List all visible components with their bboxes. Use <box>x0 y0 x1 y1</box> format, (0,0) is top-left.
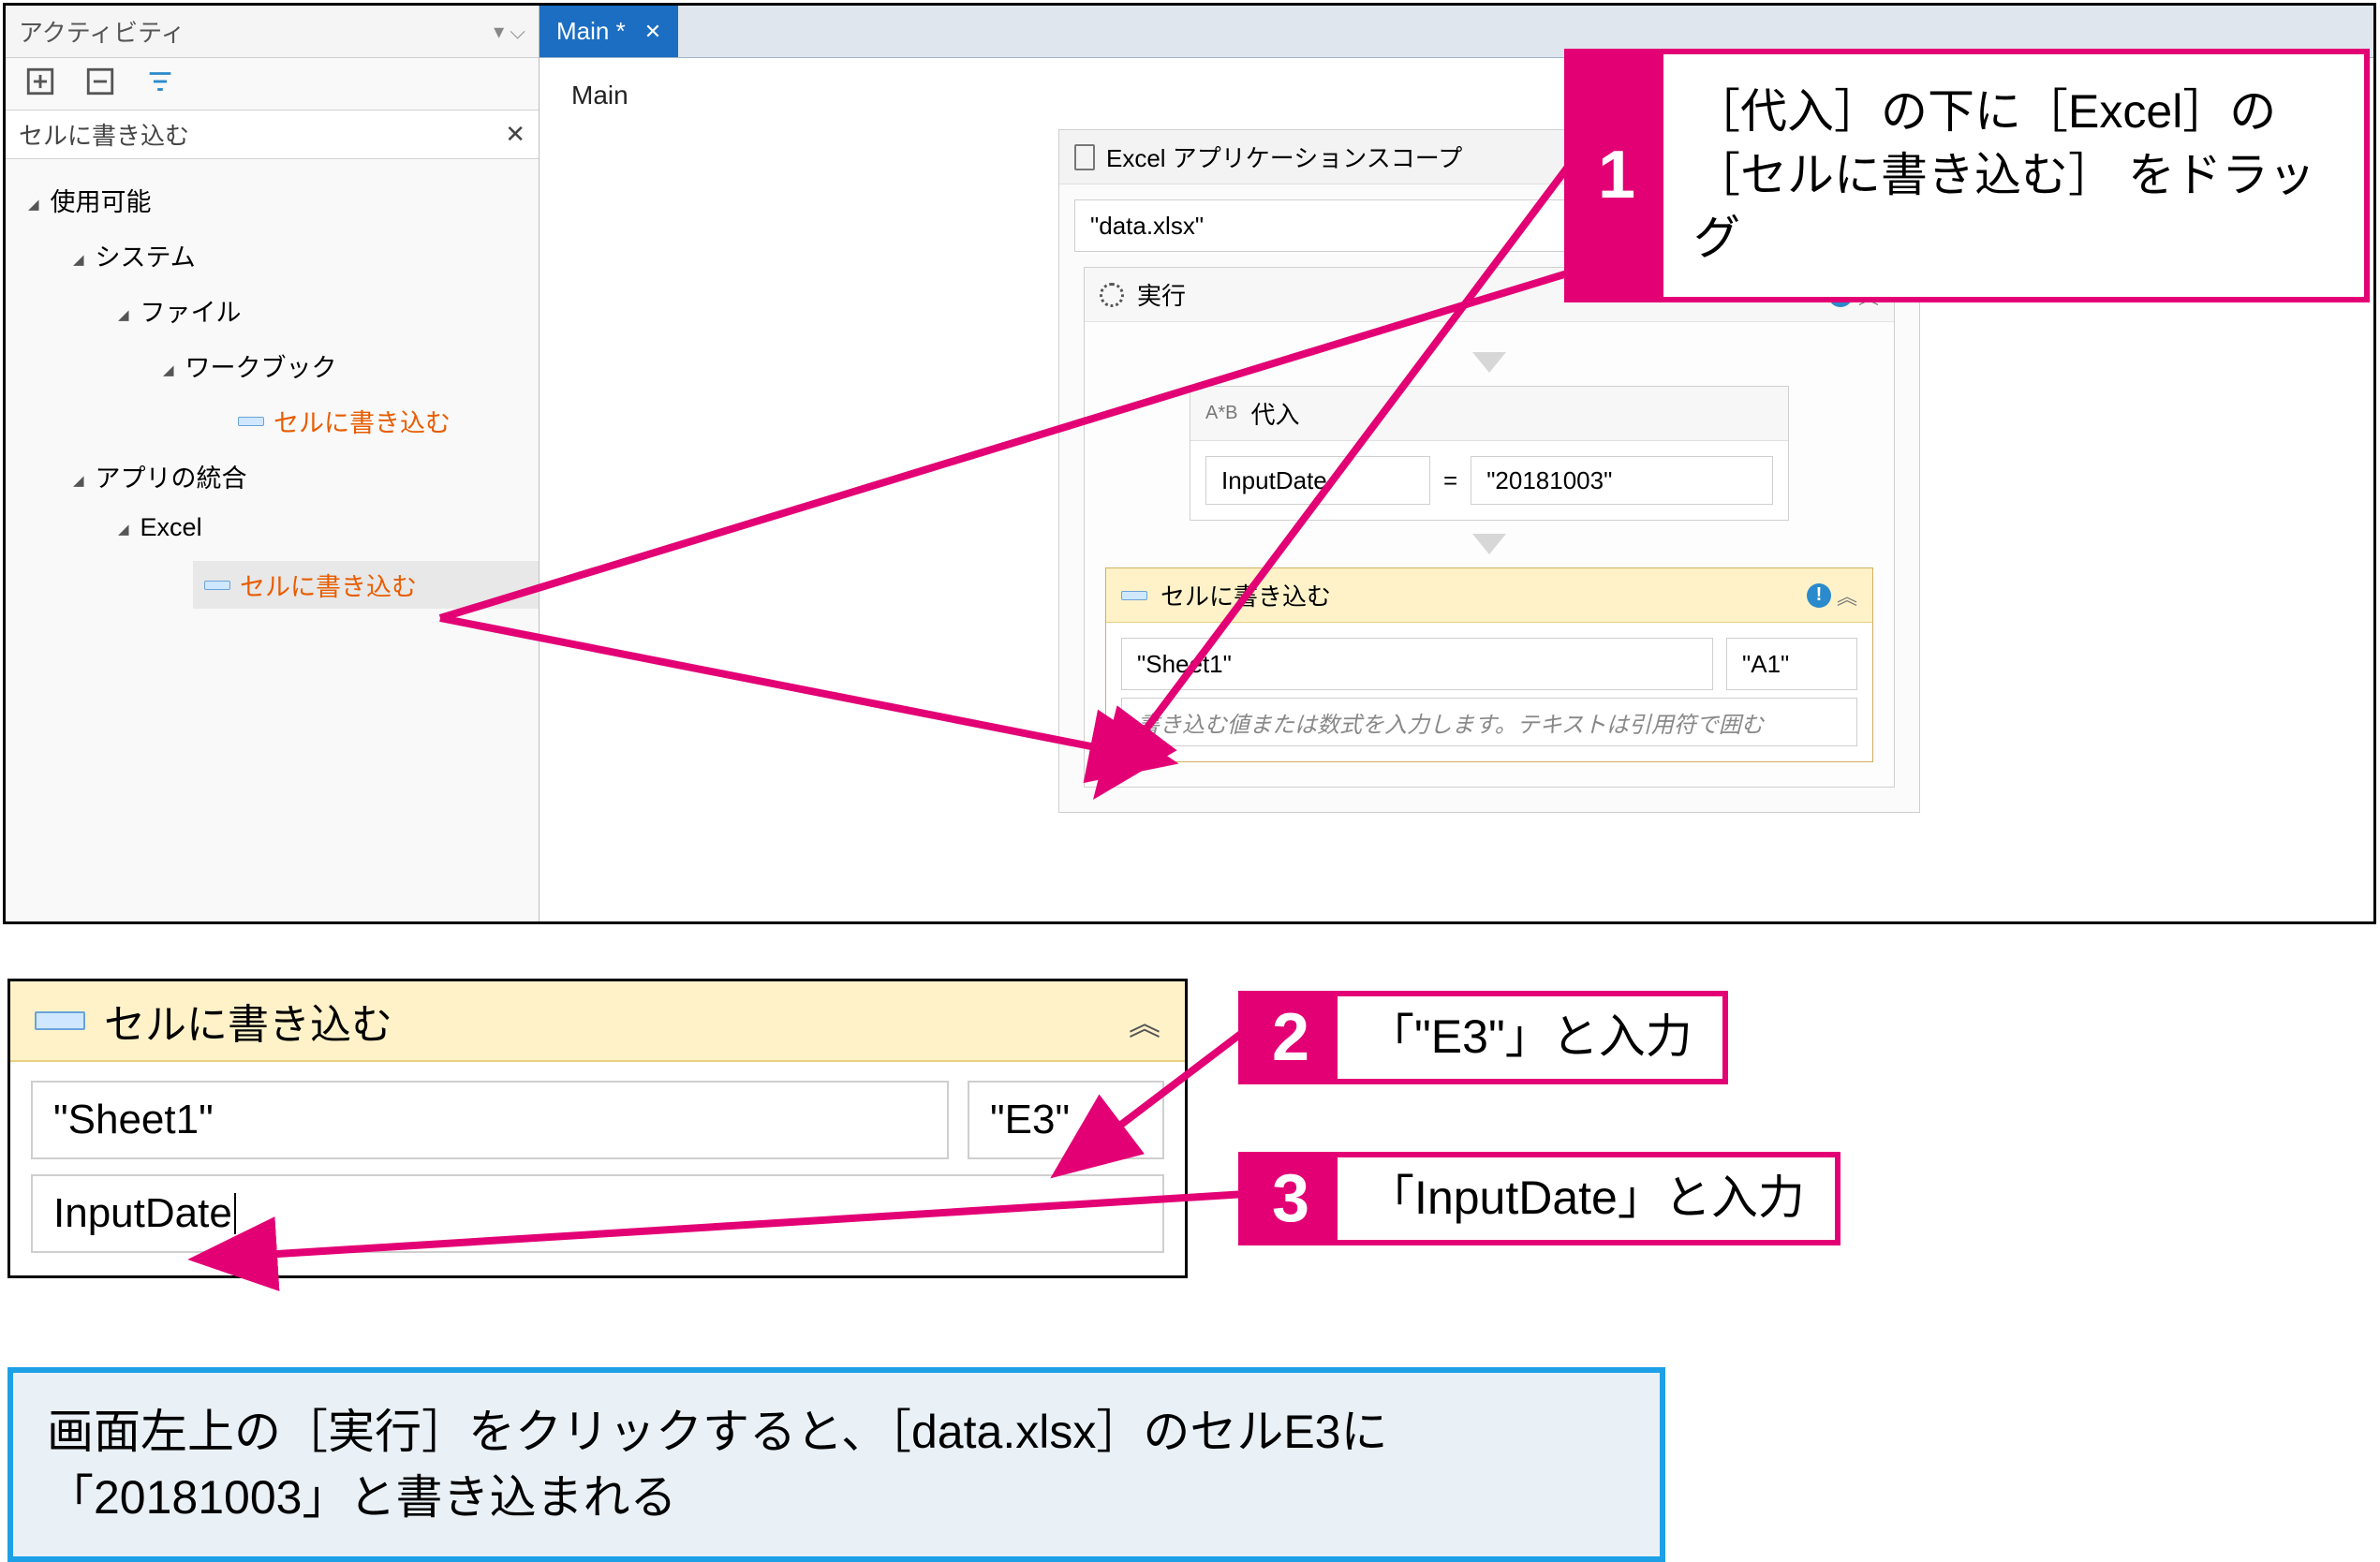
drop-indicator-icon <box>1472 534 1506 554</box>
assign-rhs-field[interactable]: "20181003" <box>1471 456 1773 505</box>
do-sequence[interactable]: 実行 ! ︽ A*B 代入 <box>1084 267 1895 788</box>
sequence-icon <box>1100 283 1124 307</box>
tree-node-file[interactable]: ファイル <box>6 283 539 338</box>
collapse-icon[interactable]: ︽ <box>1129 998 1160 1044</box>
tab-close-icon[interactable]: ✕ <box>644 20 661 44</box>
instruction-note: 画面左上の［実行］をクリックすると、［data.xlsx］のセルE3に「2018… <box>7 1367 1665 1562</box>
do-sequence-title: 実行 <box>1137 277 1186 312</box>
write-cell-sheet-field[interactable]: "Sheet1" <box>31 1081 949 1159</box>
pin-icon[interactable]: ▾ ⌵ <box>494 20 525 44</box>
callout-2: 2 「"E3"」と入力 <box>1238 991 1728 1084</box>
tree-item-write-cell-excel[interactable]: セルに書き込む <box>6 552 539 618</box>
tab-main[interactable]: Main * ✕ <box>540 6 678 57</box>
activity-icon <box>1121 591 1147 600</box>
assign-activity[interactable]: A*B 代入 InputDate = "20181003" <box>1190 386 1789 521</box>
callout-1: 1 ［代入］の下に［Excel］の［セルに書き込む］ をドラッグ <box>1564 49 2370 302</box>
activity-icon <box>238 417 264 426</box>
activity-icon <box>35 1011 85 1030</box>
write-cell-sheet-field[interactable]: "Sheet1" <box>1121 638 1713 690</box>
write-cell-title: セルに書き込む <box>1160 578 1331 612</box>
tree-node-app-integration[interactable]: アプリの統合 <box>6 449 539 504</box>
drop-indicator-icon <box>1472 352 1506 373</box>
clear-search-icon[interactable]: ✕ <box>505 120 525 149</box>
activities-toolbar <box>6 58 539 111</box>
callout-text: ［代入］の下に［Excel］の［セルに書き込む］ をドラッグ <box>1663 54 2364 297</box>
filter-icon[interactable] <box>144 66 176 103</box>
tree-node-available[interactable]: 使用可能 <box>6 172 539 228</box>
text-cursor <box>234 1193 236 1234</box>
tree-node-workbook[interactable]: ワークブック <box>6 338 539 393</box>
write-cell-title: セルに書き込む <box>104 991 392 1051</box>
assign-icon: A*B <box>1205 403 1237 424</box>
info-icon[interactable]: ! <box>1807 583 1831 608</box>
tree-node-system[interactable]: システム <box>6 228 539 283</box>
activities-tree: 使用可能 システム ファイル ワークブック セルに書き込む アプリの統合 Exc… <box>6 159 539 618</box>
write-cell-cell-field[interactable]: "A1" <box>1726 638 1857 690</box>
activity-icon <box>204 581 230 590</box>
assign-lhs-field[interactable]: InputDate <box>1205 456 1430 505</box>
write-cell-value-field[interactable]: InputDate <box>31 1174 1164 1253</box>
callout-3: 3 「InputDate」と入力 <box>1238 1152 1840 1245</box>
activities-search-text: セルに書き込む <box>19 117 189 152</box>
collapse-icon[interactable]: ︽ <box>1837 581 1857 611</box>
callout-text: 「InputDate」と入力 <box>1338 1157 1835 1240</box>
write-cell-activity-enlarged: セルに書き込む ︽ "Sheet1" "E3" InputDate <box>7 979 1188 1278</box>
equals-label: = <box>1443 466 1457 495</box>
activities-panel: アクティビティ ▾ ⌵ セルに書き込む ✕ <box>6 6 540 921</box>
excel-scope-title: Excel アプリケーションスコープ <box>1106 140 1462 174</box>
write-cell-activity[interactable]: セルに書き込む ! ︽ "Sheet1" "A1" <box>1105 567 1873 762</box>
expand-icon[interactable] <box>24 66 56 103</box>
tree-node-excel[interactable]: Excel <box>6 504 539 552</box>
collapse-icon[interactable] <box>84 66 116 103</box>
tab-label: Main * <box>556 17 626 46</box>
tree-item-write-cell-workbook[interactable]: セルに書き込む <box>6 393 539 449</box>
assign-title: 代入 <box>1250 396 1299 431</box>
activities-search[interactable]: セルに書き込む ✕ <box>6 111 539 159</box>
document-icon <box>1074 144 1095 170</box>
callout-number: 2 <box>1244 996 1338 1079</box>
activities-panel-title: アクティビティ <box>19 14 185 49</box>
callout-number: 3 <box>1244 1157 1338 1240</box>
activities-panel-header: アクティビティ ▾ ⌵ <box>6 6 539 58</box>
callout-text: 「"E3"」と入力 <box>1338 996 1722 1079</box>
write-cell-value-placeholder[interactable]: 書き込む値または数式を入力します。テキストは引用符で囲む <box>1121 698 1857 746</box>
write-cell-cell-field[interactable]: "E3" <box>968 1081 1164 1159</box>
callout-number: 1 <box>1570 54 1663 297</box>
